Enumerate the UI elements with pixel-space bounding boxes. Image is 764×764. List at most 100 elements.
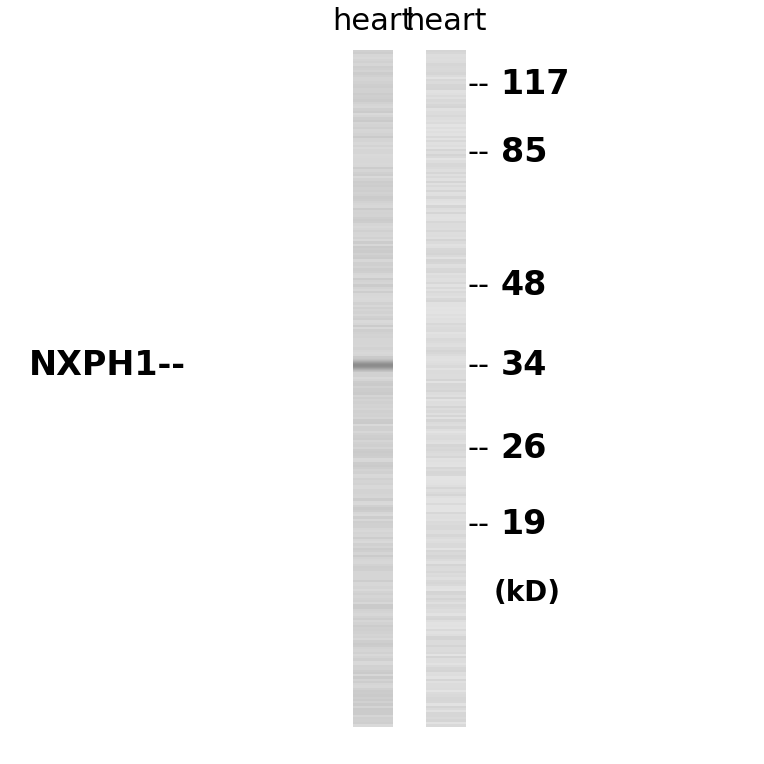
Bar	[353, 327, 393, 330]
Bar	[353, 313, 393, 316]
Bar	[426, 633, 466, 636]
Bar	[426, 393, 466, 396]
Bar	[353, 219, 393, 222]
Bar	[353, 129, 393, 131]
Bar	[426, 199, 466, 202]
Bar	[426, 597, 466, 601]
Bar	[353, 151, 393, 154]
Text: --: --	[468, 271, 490, 300]
Bar	[353, 573, 393, 576]
Bar	[426, 643, 466, 646]
Bar	[353, 631, 393, 634]
Bar	[426, 699, 466, 702]
Bar	[426, 674, 466, 677]
Bar	[426, 358, 466, 361]
Bar	[353, 187, 393, 190]
Bar	[426, 388, 466, 391]
Bar	[353, 521, 393, 524]
Bar	[353, 458, 393, 461]
Bar	[426, 514, 466, 517]
Bar	[426, 142, 466, 145]
Bar	[426, 343, 466, 346]
Bar	[426, 629, 466, 632]
Bar	[353, 629, 393, 632]
Bar	[353, 174, 393, 176]
Bar	[353, 611, 393, 614]
Bar	[353, 613, 393, 617]
Bar	[353, 223, 393, 226]
Bar	[426, 593, 466, 596]
Bar	[426, 140, 466, 143]
Bar	[426, 174, 466, 176]
Bar	[353, 66, 393, 69]
Bar	[426, 170, 466, 173]
Bar	[353, 433, 393, 436]
Bar	[353, 593, 393, 596]
Bar	[426, 672, 466, 675]
Bar	[353, 379, 393, 382]
Bar	[426, 719, 466, 722]
Bar	[353, 649, 393, 652]
Bar	[353, 241, 393, 244]
Bar	[353, 552, 393, 555]
Bar	[426, 99, 466, 102]
Bar	[426, 313, 466, 316]
Bar	[353, 255, 393, 258]
Bar	[353, 203, 393, 206]
Bar	[426, 491, 466, 494]
Bar	[426, 580, 466, 582]
Bar	[353, 663, 393, 666]
Bar	[426, 345, 466, 348]
Bar	[426, 208, 466, 211]
Bar	[353, 384, 393, 387]
Bar	[353, 446, 393, 449]
Bar	[426, 694, 466, 698]
Bar	[353, 237, 393, 240]
Bar	[426, 350, 466, 353]
Bar	[353, 122, 393, 125]
Bar	[353, 266, 393, 269]
Bar	[353, 291, 393, 294]
Bar	[353, 562, 393, 565]
Bar	[426, 185, 466, 188]
Bar	[353, 338, 393, 342]
Bar	[426, 640, 466, 643]
Bar	[426, 257, 466, 261]
Bar	[426, 316, 466, 319]
Bar	[353, 692, 393, 695]
Bar	[426, 668, 466, 671]
Bar	[426, 156, 466, 159]
Bar	[353, 160, 393, 163]
Bar	[426, 704, 466, 707]
Bar	[426, 293, 466, 296]
Bar	[426, 225, 466, 228]
Bar	[353, 659, 393, 662]
Bar	[426, 535, 466, 537]
Bar	[426, 296, 466, 299]
Bar	[353, 354, 393, 357]
Bar	[353, 334, 393, 337]
Bar	[353, 491, 393, 494]
Bar	[426, 194, 466, 197]
Bar	[426, 528, 466, 531]
Bar	[426, 167, 466, 170]
Bar	[426, 196, 466, 199]
Bar	[353, 623, 393, 626]
Bar	[426, 309, 466, 312]
Bar	[353, 417, 393, 420]
Bar	[426, 246, 466, 249]
Bar	[426, 262, 466, 265]
Bar	[353, 580, 393, 582]
Bar	[426, 320, 466, 323]
Bar	[353, 70, 393, 73]
Bar	[353, 595, 393, 598]
Bar	[353, 311, 393, 314]
Bar	[353, 260, 393, 263]
Bar	[426, 458, 466, 461]
Bar	[353, 84, 393, 86]
Bar	[353, 170, 393, 173]
Bar	[353, 408, 393, 411]
Bar	[353, 670, 393, 672]
Text: heart: heart	[332, 7, 413, 36]
Bar	[353, 138, 393, 141]
